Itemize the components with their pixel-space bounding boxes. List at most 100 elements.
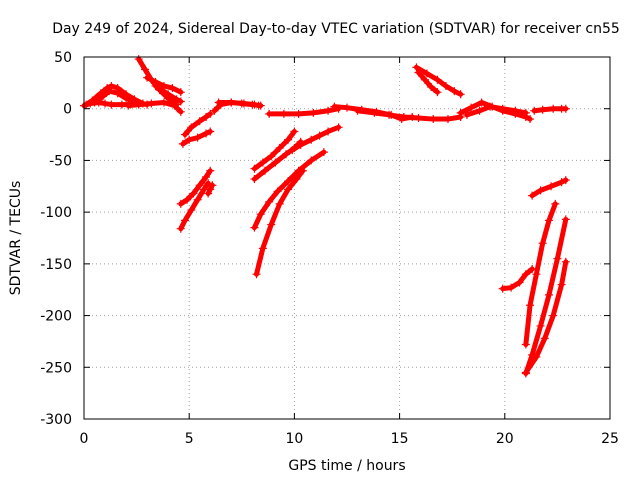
data-point xyxy=(206,127,215,136)
data-point xyxy=(334,123,343,132)
data-point xyxy=(157,86,166,95)
data-point xyxy=(526,301,535,310)
series-arc-h xyxy=(178,127,215,148)
data-point xyxy=(486,102,495,111)
data-point xyxy=(178,139,187,148)
series-arc-q xyxy=(250,148,328,232)
series-trail xyxy=(251,149,327,231)
data-point xyxy=(370,108,379,117)
data-point xyxy=(433,75,442,84)
data-point xyxy=(353,106,362,115)
data-point xyxy=(330,102,339,111)
data-point xyxy=(288,146,297,155)
data-point xyxy=(141,65,150,74)
data-point xyxy=(117,100,126,109)
data-point xyxy=(267,152,276,161)
x-tick-label: 15 xyxy=(391,431,409,447)
data-point xyxy=(176,88,185,97)
data-point xyxy=(532,352,541,361)
x-tick-label: 10 xyxy=(285,431,303,447)
data-point xyxy=(189,189,198,198)
x-tick-label: 0 xyxy=(80,431,89,447)
data-point xyxy=(168,84,177,93)
data-point xyxy=(214,98,223,107)
series-trail xyxy=(523,201,558,348)
data-point xyxy=(294,109,303,118)
data-point xyxy=(544,216,553,225)
data-point xyxy=(258,244,267,253)
data-point xyxy=(265,109,274,118)
data-point xyxy=(467,103,476,112)
data-point xyxy=(315,131,324,140)
data-point xyxy=(540,334,549,343)
y-tick-label: -250 xyxy=(40,360,72,376)
data-point xyxy=(273,187,282,196)
data-point xyxy=(176,97,185,106)
data-point xyxy=(528,265,537,274)
data-point xyxy=(557,280,566,289)
data-point xyxy=(477,98,486,107)
data-point xyxy=(271,158,280,167)
data-point xyxy=(290,127,299,136)
x-axis-label: GPS time / hours xyxy=(288,458,405,474)
data-point xyxy=(296,140,305,149)
data-point xyxy=(176,107,185,116)
data-point xyxy=(319,148,328,157)
data-point xyxy=(252,270,261,279)
data-point xyxy=(544,290,553,299)
data-point xyxy=(195,117,204,126)
data-point xyxy=(176,199,185,208)
data-point xyxy=(561,215,570,224)
series-trail xyxy=(178,180,211,232)
data-point xyxy=(532,270,541,279)
data-point xyxy=(187,123,196,132)
data-point xyxy=(98,92,107,101)
data-point xyxy=(420,75,429,84)
data-point xyxy=(193,133,202,142)
data-point xyxy=(284,177,293,186)
data-point xyxy=(122,94,131,103)
series-arc-i xyxy=(180,109,215,139)
data-point xyxy=(250,164,259,173)
series-arc-n xyxy=(214,98,263,110)
data-point xyxy=(208,181,217,190)
data-point xyxy=(90,98,99,107)
data-point xyxy=(324,127,333,136)
data-point xyxy=(507,283,516,292)
data-point xyxy=(164,90,173,99)
data-point xyxy=(547,182,556,191)
data-point xyxy=(204,189,213,198)
data-point xyxy=(307,135,316,144)
data-point xyxy=(250,223,259,232)
data-point xyxy=(412,63,421,72)
data-point xyxy=(551,199,560,208)
series-arc-ae xyxy=(521,215,570,378)
data-point xyxy=(538,105,547,114)
plot-frame xyxy=(83,56,611,420)
y-tick-label: -300 xyxy=(40,412,72,428)
data-point xyxy=(206,109,215,118)
series-trail xyxy=(523,216,569,376)
data-point xyxy=(210,106,219,115)
data-point xyxy=(538,239,547,248)
data-point xyxy=(284,135,293,144)
data-point xyxy=(260,166,269,175)
data-point xyxy=(281,150,290,159)
data-point xyxy=(202,112,211,121)
data-point xyxy=(172,95,181,104)
series-arc-r xyxy=(252,166,307,279)
data-point xyxy=(298,166,307,175)
data-point xyxy=(429,115,438,124)
series-trail xyxy=(289,124,342,153)
series-arc-v xyxy=(353,106,465,124)
data-point xyxy=(250,100,259,109)
data-point xyxy=(521,270,530,279)
series-arc-g xyxy=(151,81,185,106)
data-point xyxy=(82,100,91,109)
data-point xyxy=(227,98,236,107)
y-tick-label: 0 xyxy=(63,102,72,118)
data-point xyxy=(206,166,215,175)
data-point xyxy=(105,87,114,96)
data-point xyxy=(528,191,537,200)
data-point xyxy=(515,278,524,287)
